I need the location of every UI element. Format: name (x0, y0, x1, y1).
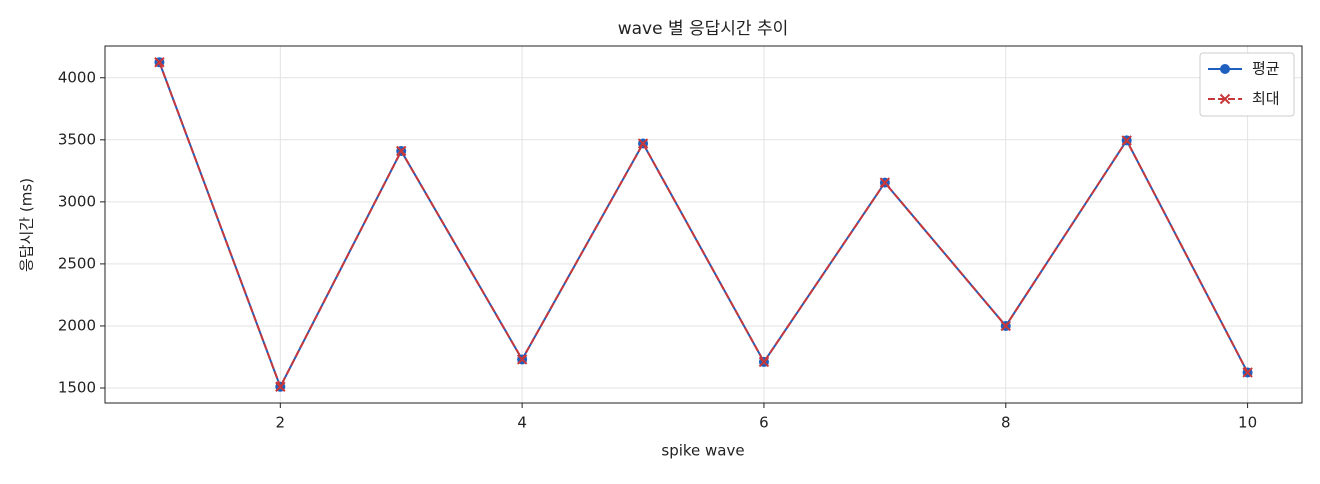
plot-frame (104, 45, 1303, 404)
marker (275, 381, 286, 392)
marker (637, 138, 649, 149)
legend-label: 최대 (1252, 90, 1280, 108)
x-tick-label: 10 (1238, 414, 1257, 432)
marker (1219, 93, 1231, 105)
marker (1000, 320, 1011, 332)
x-tick-label: 6 (759, 414, 769, 432)
y-tick-label: 4000 (58, 68, 96, 86)
x-axis-label: spike wave (661, 442, 744, 460)
legend-box (1199, 52, 1295, 117)
marker (758, 356, 770, 368)
marker (1121, 135, 1132, 146)
marker (1220, 64, 1230, 74)
y-tick-label: 3000 (58, 192, 96, 210)
y-tick-label: 3500 (58, 130, 96, 148)
x-tick-label: 2 (276, 414, 286, 432)
y-tick-label: 2000 (58, 316, 96, 334)
y-tick-label: 1500 (58, 378, 96, 396)
marker (1242, 367, 1253, 378)
marker (396, 145, 407, 157)
legend-label: 평균 (1252, 60, 1280, 78)
y-axis-label: 응답시간 (ms) (18, 178, 36, 272)
marker (154, 57, 165, 68)
marker (879, 177, 891, 188)
series-line (158, 61, 1249, 390)
x-tick-label: 8 (1001, 414, 1011, 432)
y-tick-label: 2500 (58, 254, 96, 272)
chart-title: wave 별 응답시간 추이 (618, 19, 789, 39)
marker (516, 354, 528, 365)
x-tick-label: 4 (517, 414, 527, 432)
